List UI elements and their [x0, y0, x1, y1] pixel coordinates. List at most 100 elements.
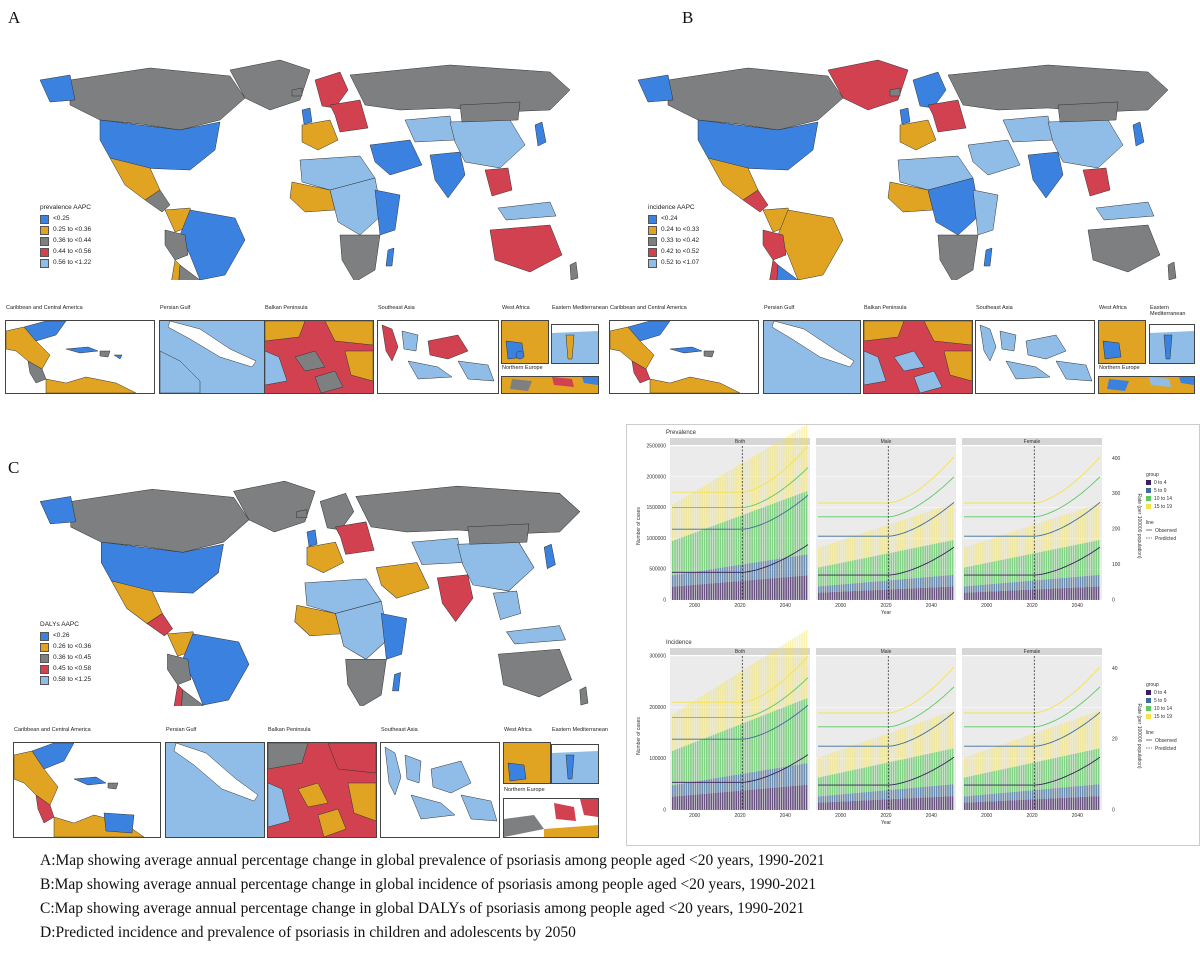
bar-1 [1011, 792, 1014, 801]
bar-2 [1007, 558, 1009, 583]
bar-3 [683, 707, 685, 747]
bar-3 [783, 438, 785, 500]
bar-1 [856, 792, 859, 801]
bar-1 [833, 794, 836, 802]
bar-0 [676, 586, 679, 600]
bar-2 [947, 541, 949, 576]
bar-3 [792, 432, 794, 497]
bar-1 [703, 779, 706, 794]
country-alaska [637, 74, 674, 103]
bar-2 [1050, 549, 1052, 579]
rate-line-3 [672, 445, 809, 493]
bar-2 [1011, 557, 1014, 583]
bar-0 [975, 592, 977, 600]
country-southern-africa [937, 234, 979, 280]
bar-1 [681, 573, 683, 586]
x-tick-label: 2040 [1072, 813, 1083, 819]
x-tick-label: 2040 [926, 813, 937, 819]
bar-3 [944, 505, 947, 542]
bar-3 [1029, 734, 1032, 764]
bar-0 [929, 587, 931, 600]
bar-0 [740, 790, 742, 810]
bar-2 [719, 732, 722, 778]
bar-3 [991, 748, 993, 772]
bar-2 [694, 532, 697, 572]
rate-line-1 [818, 712, 955, 747]
bar-2 [872, 765, 874, 792]
bar-0 [975, 802, 977, 810]
bar-0 [938, 796, 940, 810]
bar-2 [796, 701, 799, 765]
bar-2 [1020, 555, 1023, 582]
bar-2 [852, 770, 854, 794]
bar-0 [737, 581, 740, 600]
bar-2 [998, 560, 1000, 584]
bar-1 [1054, 578, 1057, 589]
bar-0 [854, 590, 856, 600]
bar-3 [883, 734, 886, 764]
bar-1 [699, 780, 701, 795]
bar-0 [746, 580, 749, 600]
bar-3 [881, 735, 884, 764]
bar-3 [1025, 527, 1027, 555]
bar-2 [706, 528, 708, 570]
bar-2 [1000, 769, 1002, 794]
bar-0 [872, 590, 874, 600]
bar-0 [1088, 586, 1091, 600]
bar-0 [856, 800, 859, 810]
bar-0 [845, 591, 847, 600]
y2-tick-label: 0 [1112, 808, 1115, 814]
bar-3 [899, 729, 902, 760]
bar-3 [970, 755, 973, 776]
bar-0 [849, 801, 852, 810]
bar-2 [1054, 548, 1057, 579]
legend-label: 0 to 4 [1154, 690, 1167, 696]
bar-2 [760, 716, 762, 771]
bar-3 [1047, 519, 1050, 551]
bar-1 [672, 785, 674, 797]
bar-3 [769, 652, 772, 713]
bar-1 [938, 576, 940, 588]
bar-1 [949, 784, 952, 797]
bar-0 [685, 585, 688, 600]
bar-0 [949, 586, 952, 600]
bar-0 [706, 583, 708, 600]
bar-3 [995, 746, 998, 771]
country-mongolia [467, 523, 530, 545]
bar-1 [886, 790, 888, 800]
bar-1 [1059, 578, 1061, 589]
bar-0 [1016, 590, 1018, 600]
inset-eastmed-b [1149, 324, 1195, 364]
legend-swatch [1146, 714, 1151, 719]
bar-0 [1063, 797, 1066, 810]
bar-1 [1022, 791, 1025, 800]
country-usa [101, 541, 224, 594]
bar-2 [1081, 543, 1084, 577]
bar-1 [719, 567, 722, 583]
rate-line-2 [964, 476, 1101, 518]
bar-3 [863, 741, 865, 768]
bar-3 [931, 510, 933, 545]
bar-1 [690, 572, 692, 586]
bar-1 [774, 768, 776, 788]
bar-0 [966, 802, 968, 810]
bar-1 [715, 778, 717, 793]
legend-label: 0.56 to <1.22 [53, 258, 92, 266]
country-canada [69, 67, 246, 131]
bar-2 [1068, 754, 1070, 787]
inset-label-balkan: Balkan Peninsula [268, 727, 311, 733]
bar-0 [1022, 589, 1025, 600]
bar-3 [1095, 711, 1098, 750]
bar-2 [1043, 760, 1045, 790]
bar-1 [867, 582, 870, 591]
bar-0 [699, 584, 701, 600]
bar-1 [1079, 576, 1082, 588]
bar-3 [1072, 511, 1075, 546]
bar-0 [1045, 798, 1048, 810]
bar-1 [1007, 582, 1009, 591]
bar-1 [1097, 574, 1100, 587]
bar-1 [1050, 578, 1052, 589]
bar-3 [1045, 729, 1048, 760]
inset-label-westafrica: West Africa [504, 727, 532, 733]
bar-2 [687, 534, 690, 573]
